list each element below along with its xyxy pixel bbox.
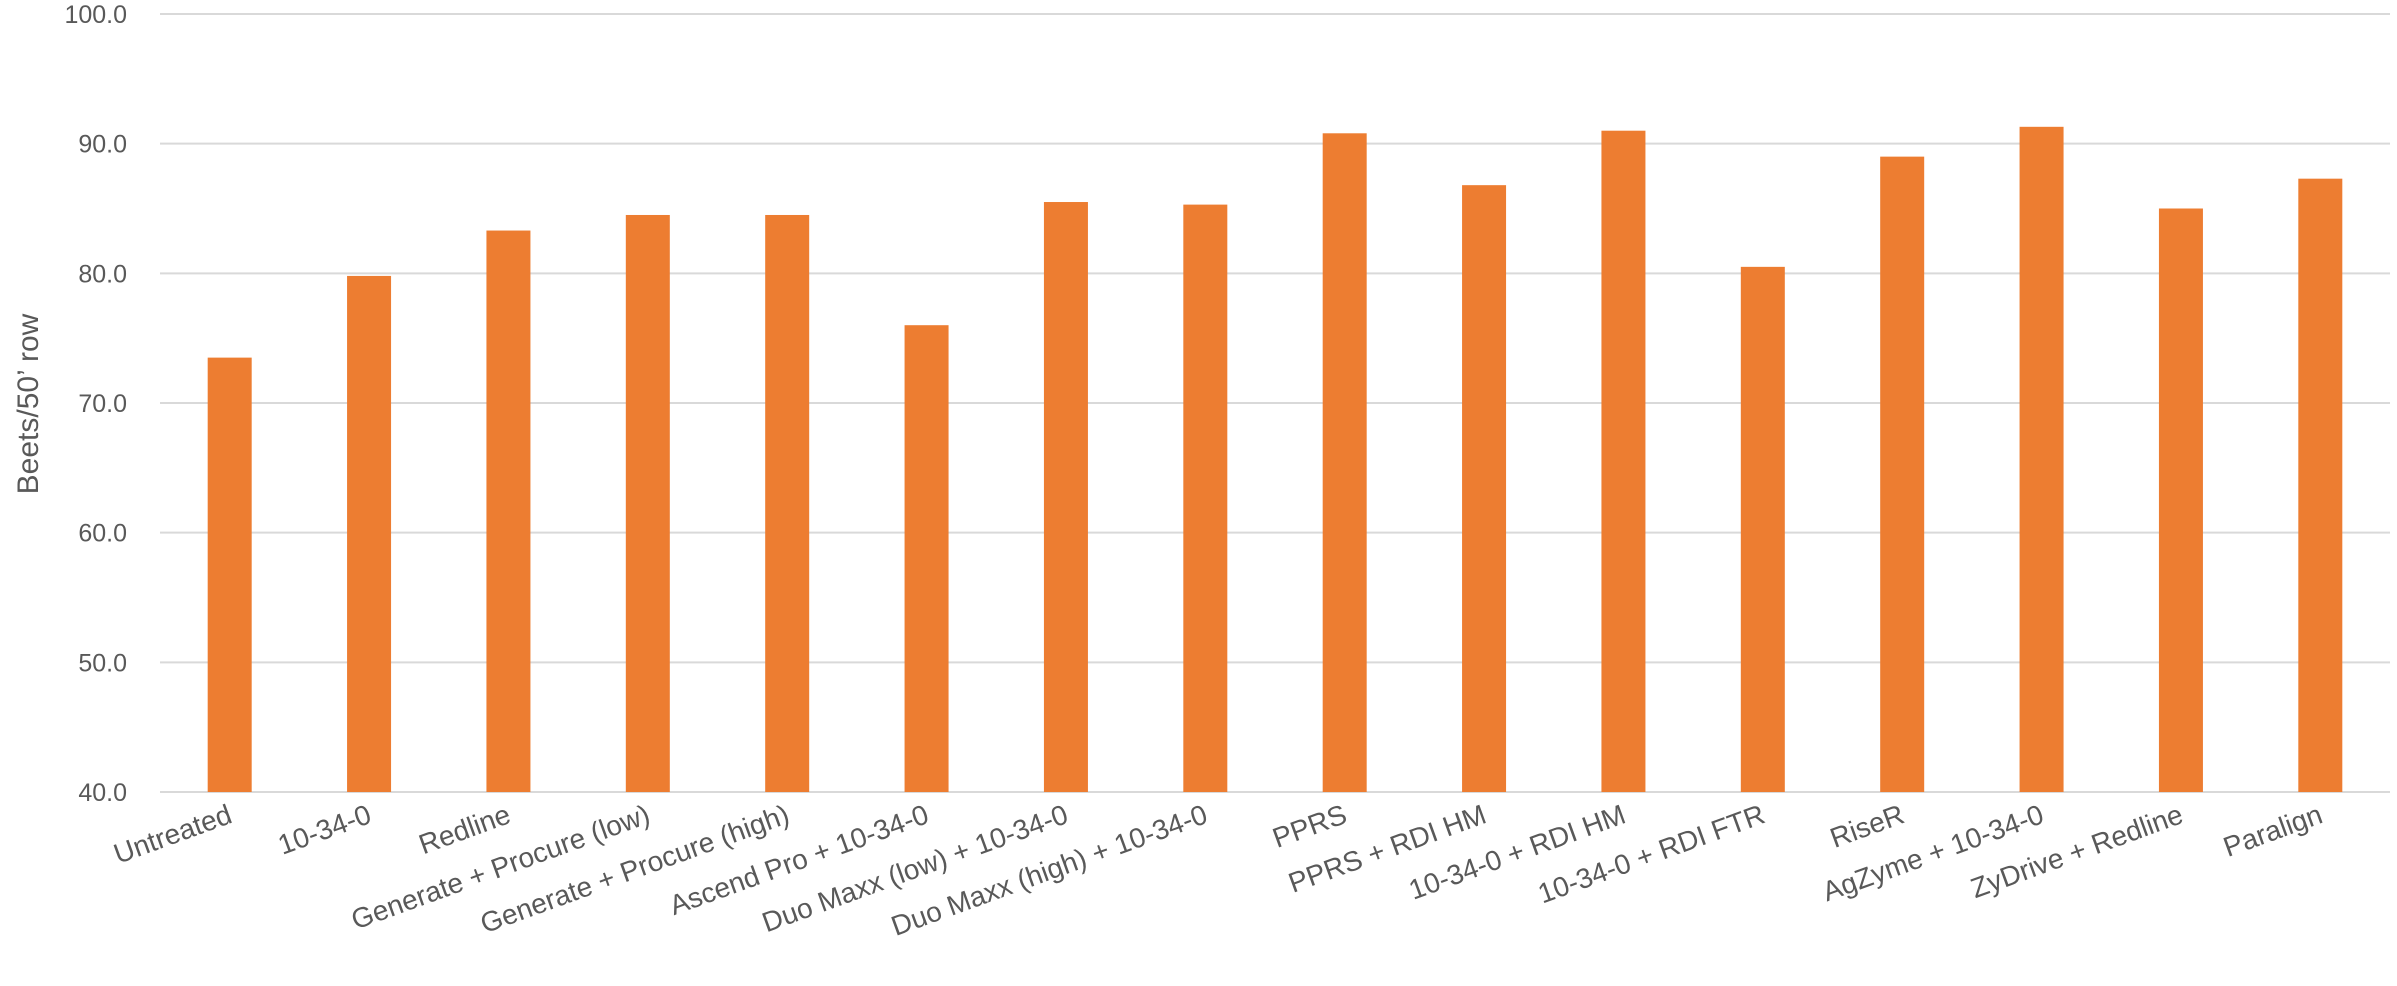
bar [207, 357, 252, 792]
y-tick-label: 100.0 [64, 1, 127, 29]
bar [1043, 202, 1088, 792]
bar [625, 214, 670, 792]
y-tick-label: 90.0 [78, 131, 127, 159]
bar [1183, 204, 1228, 793]
bar [904, 325, 949, 792]
x-category-label: RiseR [1826, 799, 1908, 854]
bar [2298, 178, 2343, 793]
bar [1322, 133, 1367, 792]
bar [1880, 156, 1925, 793]
x-category-label: 10-34-0 + RDI FTR [1534, 799, 1769, 910]
bar [1740, 266, 1785, 793]
bar [765, 214, 810, 792]
y-tick-label: 70.0 [78, 390, 127, 418]
y-tick-label: 60.0 [78, 520, 127, 548]
x-category-label: Untreated [110, 799, 236, 870]
bar [1462, 185, 1507, 792]
bar [1601, 130, 1646, 792]
bar [347, 275, 392, 793]
y-tick-label: 40.0 [78, 779, 127, 807]
y-axis-title: Beets/50’ row [12, 313, 45, 494]
y-tick-label: 50.0 [78, 649, 127, 677]
bar [2158, 208, 2203, 792]
x-category-label: PPRS [1268, 799, 1350, 854]
bars [207, 126, 2343, 793]
x-category-label: Paralign [2219, 799, 2326, 863]
x-category-label: 10-34-0 [274, 799, 375, 861]
bar [486, 230, 531, 792]
bar [2019, 126, 2064, 792]
y-tick-label: 80.0 [78, 260, 127, 288]
gridlines [160, 13, 2390, 793]
y-axis-ticks: 40.0 50.0 60.0 70.0 80.0 90.0 100.0 [64, 1, 127, 807]
